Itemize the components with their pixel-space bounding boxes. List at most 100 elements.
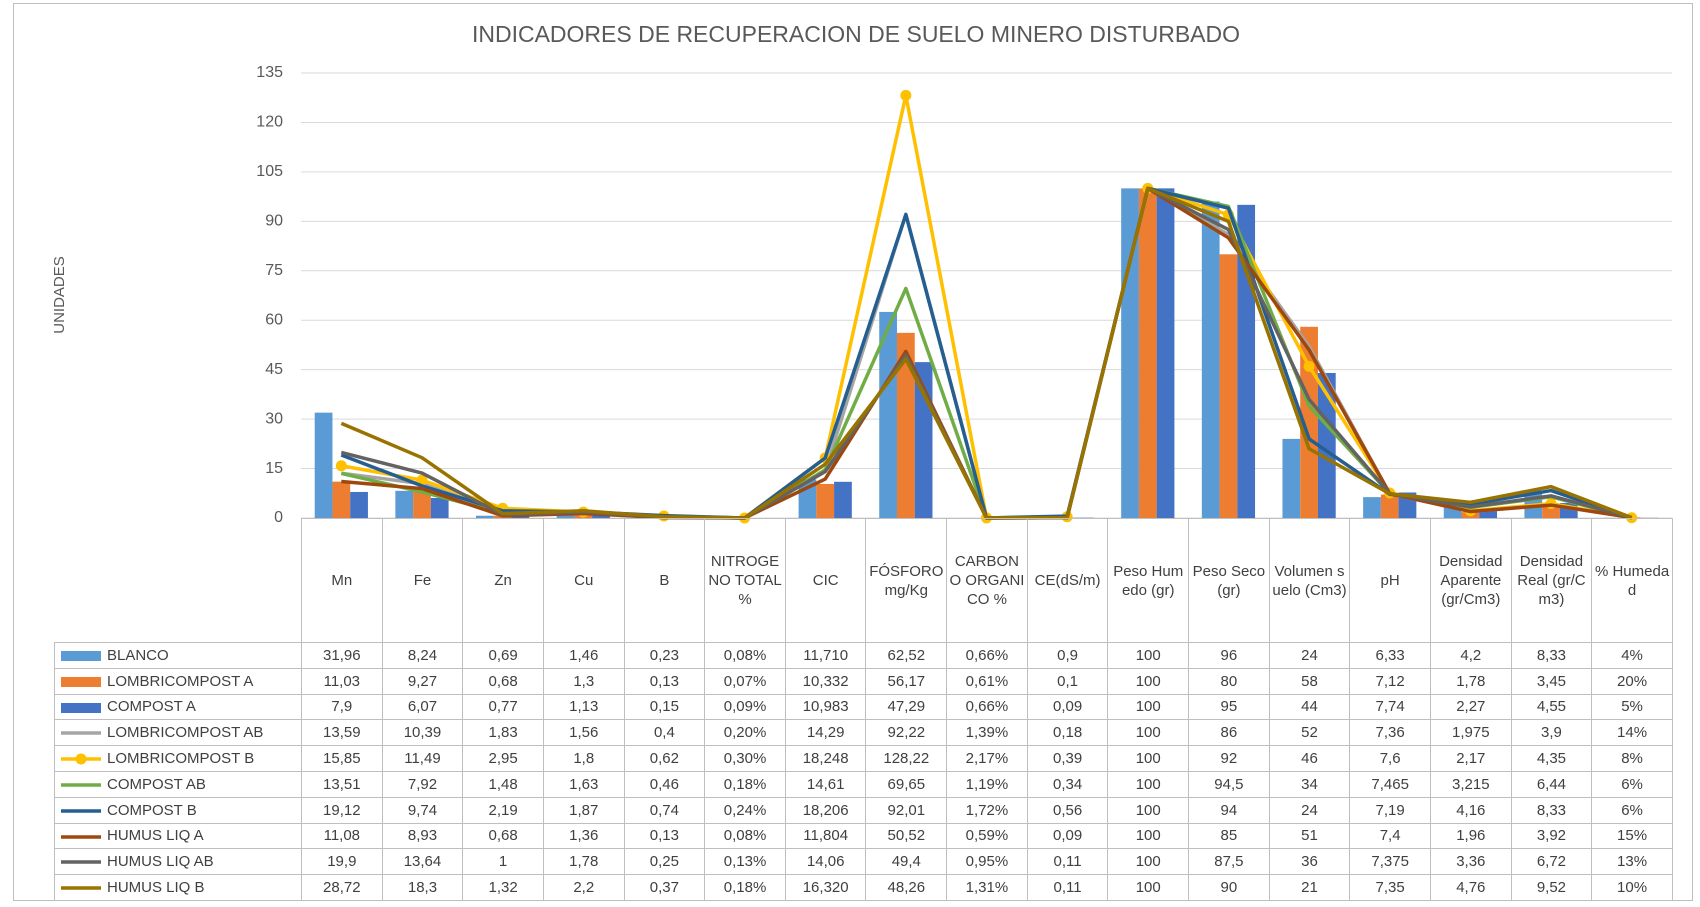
value-cell: 4,35 xyxy=(1510,745,1593,772)
value-cell: 19,12 xyxy=(301,796,383,824)
category-label: Peso Seco (gr) xyxy=(1188,518,1270,643)
value-cell: 87,5 xyxy=(1188,848,1270,876)
value-cell: 94 xyxy=(1188,796,1270,824)
value-cell: 10% xyxy=(1591,874,1673,901)
value-cell: 11,49 xyxy=(381,745,464,772)
value-cell: 92 xyxy=(1188,745,1270,772)
category-label: pH xyxy=(1349,518,1431,643)
value-cell: 80 xyxy=(1188,667,1270,695)
value-cell: 0,74 xyxy=(623,796,706,824)
y-tick-label: 75 xyxy=(265,262,283,279)
legend-cell: LOMBRICOMPOST AB xyxy=(54,719,302,747)
chart-title: INDICADORES DE RECUPERACION DE SUELO MIN… xyxy=(472,21,1240,47)
value-cell: 9,27 xyxy=(381,667,464,695)
data-row: LOMBRICOMPOST A 11,03 9,27 0,68 1,3 0,13 0,07%… xyxy=(54,667,1673,695)
value-cell: 14% xyxy=(1591,719,1673,747)
value-cell: 7,36 xyxy=(1349,719,1431,747)
value-cell: 1,56 xyxy=(542,719,625,747)
value-cell: 4,16 xyxy=(1429,796,1512,824)
value-cell: 0,15 xyxy=(623,693,706,721)
value-cell: 100 xyxy=(1107,642,1190,669)
value-cell: 48,26 xyxy=(865,874,948,901)
legend-cell: BLANCO xyxy=(54,642,302,669)
value-cell: 0,46 xyxy=(623,770,706,798)
value-cell: 19,9 xyxy=(301,848,383,876)
y-tick-label: 0 xyxy=(274,509,283,526)
y-tick-label: 60 xyxy=(265,311,283,328)
value-cell: 1,72% xyxy=(946,796,1028,824)
value-cell: 31,96 xyxy=(301,642,383,669)
legend-label: LOMBRICOMPOST AB xyxy=(107,724,264,742)
value-cell: 0,18 xyxy=(1026,719,1109,747)
y-tick-label: 30 xyxy=(265,410,283,427)
category-label: Mn xyxy=(301,518,383,643)
value-cell: 0,18% xyxy=(704,874,786,901)
value-cell: 0,69 xyxy=(462,642,544,669)
value-cell: 3,92 xyxy=(1510,822,1593,850)
value-cell: 13% xyxy=(1591,848,1673,876)
value-cell: 1,975 xyxy=(1429,719,1512,747)
value-cell: 1 xyxy=(462,848,544,876)
category-label: Cu xyxy=(542,518,625,643)
legend-swatch xyxy=(61,886,101,890)
value-cell: 3,45 xyxy=(1510,667,1593,695)
legend-box xyxy=(61,650,101,661)
value-cell: 0,61% xyxy=(946,667,1028,695)
value-cell: 18,3 xyxy=(381,874,464,901)
value-cell: 8% xyxy=(1591,745,1673,772)
value-cell: 6,72 xyxy=(1510,848,1593,876)
value-cell: 0,39 xyxy=(1026,745,1109,772)
bar xyxy=(1201,201,1220,519)
value-cell: 8,24 xyxy=(381,642,464,669)
legend-swatch xyxy=(61,650,101,661)
value-cell: 100 xyxy=(1107,745,1190,772)
bar xyxy=(1121,188,1139,519)
bar xyxy=(395,490,414,518)
value-cell: 15% xyxy=(1591,822,1673,850)
value-cell: 8,33 xyxy=(1510,642,1593,669)
line-marker xyxy=(416,474,428,486)
legend-swatch xyxy=(61,702,101,713)
legend-cell: COMPOST B xyxy=(54,796,302,824)
legend-swatch xyxy=(61,834,101,839)
value-cell: 7,375 xyxy=(1349,848,1431,876)
legend-label: COMPOST AB xyxy=(107,775,206,793)
value-cell: 0,09% xyxy=(704,693,786,721)
value-cell: 96 xyxy=(1188,642,1270,669)
legend-label: LOMBRICOMPOST B xyxy=(107,750,255,768)
bar xyxy=(350,491,368,518)
value-cell: 58 xyxy=(1268,667,1351,695)
legend-label: COMPOST A xyxy=(107,698,196,716)
value-cell: 4,76 xyxy=(1429,874,1512,901)
data-row: COMPOST A 7,9 6,07 0,77 1,13 0,15 0,09% 10,983 4… xyxy=(54,693,1673,721)
value-cell: 0,11 xyxy=(1026,848,1109,876)
value-cell: 0,59% xyxy=(946,822,1028,850)
value-cell: 2,27 xyxy=(1429,693,1512,721)
bar xyxy=(879,311,897,518)
value-cell: 100 xyxy=(1107,693,1190,721)
legend-swatch xyxy=(61,860,101,865)
category-label: Zn xyxy=(462,518,544,643)
chart-frame xyxy=(13,3,1693,901)
value-cell: 7,35 xyxy=(1349,874,1431,901)
value-cell: 16,320 xyxy=(784,874,867,901)
value-cell: 100 xyxy=(1107,770,1190,798)
value-cell: 0,66% xyxy=(946,693,1028,721)
value-cell: 3,215 xyxy=(1429,770,1512,798)
y-tick-label: 15 xyxy=(265,460,283,477)
legend-swatch xyxy=(61,783,101,787)
value-cell: 1,48 xyxy=(462,770,544,798)
legend-swatch xyxy=(61,731,101,736)
data-row: BLANCO 31,96 8,24 0,69 1,46 0,23 0,08% 11,710 62… xyxy=(54,642,1673,669)
value-cell: 0,77 xyxy=(462,693,544,721)
value-cell: 90 xyxy=(1188,874,1270,901)
value-cell: 2,19 xyxy=(462,796,544,824)
category-label: Densidad Aparente (gr/Cm3) xyxy=(1429,518,1512,643)
value-cell: 1,96 xyxy=(1429,822,1512,850)
data-row: LOMBRICOMPOST AB 13,59 10,39 1,83 1,56 0,4 0,2… xyxy=(54,719,1673,747)
legend-cell: COMPOST AB xyxy=(54,770,302,798)
value-cell: 36 xyxy=(1268,848,1351,876)
value-cell: 128,22 xyxy=(865,745,948,772)
bar xyxy=(1380,494,1399,518)
